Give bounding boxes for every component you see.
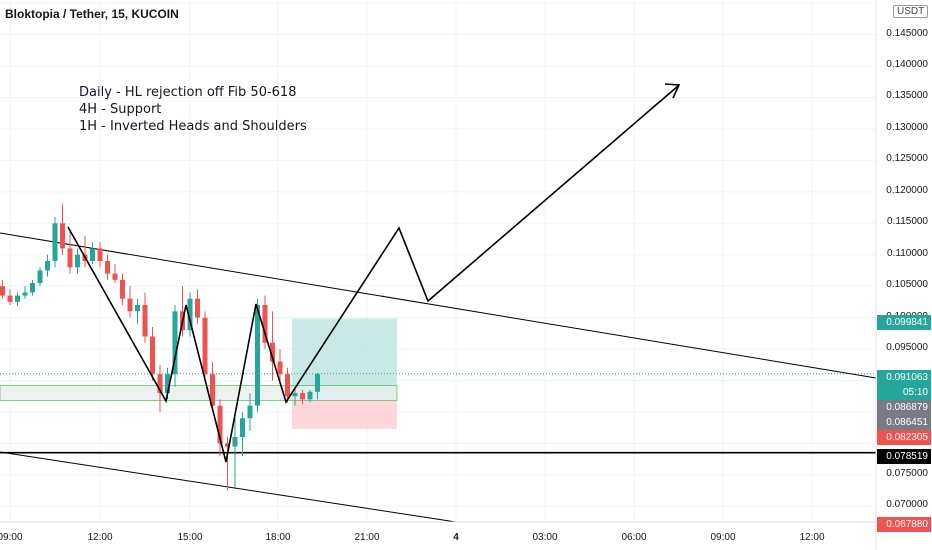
price-badge-last: 0.091063 [877,370,931,385]
candle-body [232,437,238,447]
annotation-line: 1H - Inverted Heads and Shoulders [79,119,307,134]
price-tick-label: 0.075000 [886,467,928,479]
candle-body [277,361,283,375]
arrow-head [664,83,681,99]
candle-body [37,270,43,284]
grid-lines [0,0,876,522]
annotation-line: Daily - HL rejection off Fib 50-618 [79,85,297,100]
candle-body [127,298,133,312]
price-tick-label: 0.120000 [886,184,928,196]
candle-body [210,374,215,406]
candle-body [150,336,155,375]
candle-body [30,283,35,293]
trend-lines [0,232,877,523]
price-badge-gray: 0.086879 [877,400,931,415]
time-tick-label: 09:00 [0,532,23,543]
candle-body [255,305,260,406]
candle-body [165,374,170,394]
candle-body [157,374,163,394]
price-tick-label: 0.105000 [886,279,928,291]
time-tick-label: 21:00 [354,532,380,543]
projected-path [67,85,679,463]
chart-title: Bloktopia / Tether, 15, KUCOIN [5,7,179,21]
candle-body [285,374,290,397]
candles [0,204,320,491]
price-tick-label: 0.115000 [887,216,928,228]
candle-body [300,393,305,400]
candle-body [15,295,20,302]
price-tick-label: 0.130000 [886,121,928,133]
candle-body [97,248,103,261]
price-badge-countdown: 05:10 [877,385,931,400]
time-tick-label: 15:00 [177,532,203,543]
candle-body [67,248,73,268]
price-badge-target: 0.099841 [877,315,931,330]
candle-body [292,393,298,397]
price-tick-label: 0.140000 [886,59,928,71]
time-tick-label: 18:00 [265,532,291,543]
price-badge-gray: 0.086451 [877,415,931,430]
annotation-line: 4H - Support [79,102,162,117]
price-badge-level: 0.078519 [877,449,931,464]
candle-body [75,254,80,268]
position-zones [0,318,876,429]
candle-body [307,391,313,400]
candle-body [22,292,28,296]
price-tick-label: 0.110000 [887,247,928,259]
candle-body [105,261,110,274]
time-tick-label: 4 [453,532,459,543]
candle-body [187,298,193,331]
time-tick-label: 06:00 [621,532,647,543]
candle-body [217,405,223,444]
candle-body [0,286,5,296]
price-tick-label: 0.070000 [886,499,928,511]
price-tick-label: 0.135000 [886,90,928,102]
candle-body [45,261,50,271]
price-badge-stop: 0.082305 [877,430,931,445]
candle-body [142,305,148,337]
upper-trendline [0,232,877,379]
candle-body [195,298,200,318]
candle-body [247,405,253,419]
time-tick-label: 12:00 [87,532,113,543]
time-tick-label: 09:00 [710,532,736,543]
candle-body [315,374,320,392]
candle-body [202,317,208,375]
candle-body [7,295,13,302]
drawn-pattern [67,83,681,463]
candle-body [120,279,125,299]
candle-body [270,342,275,362]
candle-body [262,305,268,343]
candle-body [172,311,178,375]
candle-body [135,305,140,312]
price-tick-label: 0.095000 [886,342,928,354]
currency-unit-button[interactable]: USDT [893,5,929,18]
candle-body [90,248,95,261]
candle-body [112,273,118,280]
stop-zone [292,399,397,429]
candle-body [240,418,245,438]
support-box [0,385,398,402]
price-tick-label: 0.125000 [886,153,928,165]
time-tick-label: 12:00 [799,532,825,543]
price-badge-stop: 0.067880 [877,517,931,532]
time-tick-label: 03:00 [532,532,558,543]
candle-body [225,443,230,447]
candle-body [60,223,65,249]
candle-body [52,223,58,261]
price-tick-label: 0.145000 [886,27,928,39]
